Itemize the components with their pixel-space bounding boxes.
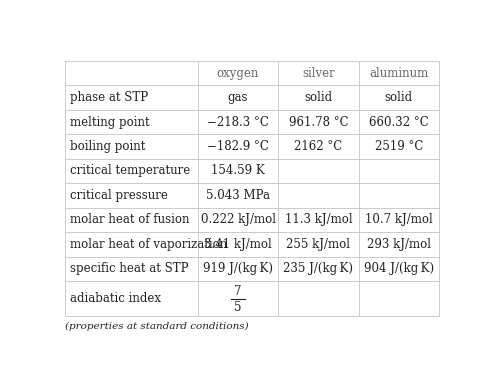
Text: 235 J/(kg K): 235 J/(kg K) — [284, 262, 353, 275]
Text: phase at STP: phase at STP — [70, 91, 147, 104]
Text: silver: silver — [302, 67, 335, 80]
Text: 660.32 °C: 660.32 °C — [369, 116, 429, 129]
Text: melting point: melting point — [70, 116, 149, 129]
Text: specific heat at STP: specific heat at STP — [70, 262, 188, 275]
Text: −182.9 °C: −182.9 °C — [207, 140, 269, 153]
Text: 3.41 kJ/mol: 3.41 kJ/mol — [204, 238, 272, 251]
Text: 255 kJ/mol: 255 kJ/mol — [287, 238, 350, 251]
Text: 293 kJ/mol: 293 kJ/mol — [367, 238, 431, 251]
Text: 7: 7 — [234, 285, 242, 298]
Text: solid: solid — [304, 91, 333, 104]
Text: aluminum: aluminum — [369, 67, 429, 80]
Text: gas: gas — [228, 91, 248, 104]
Text: −218.3 °C: −218.3 °C — [207, 116, 269, 129]
Text: 919 J/(kg K): 919 J/(kg K) — [203, 262, 273, 275]
Text: 154.59 K: 154.59 K — [211, 165, 265, 177]
Text: 5: 5 — [234, 301, 242, 314]
Text: molar heat of fusion: molar heat of fusion — [70, 213, 189, 226]
Text: adiabatic index: adiabatic index — [70, 292, 161, 305]
Text: critical pressure: critical pressure — [70, 189, 168, 202]
Text: boiling point: boiling point — [70, 140, 145, 153]
Text: 961.78 °C: 961.78 °C — [289, 116, 348, 129]
Text: 11.3 kJ/mol: 11.3 kJ/mol — [285, 213, 352, 226]
Text: 10.7 kJ/mol: 10.7 kJ/mol — [365, 213, 433, 226]
Text: molar heat of vaporization: molar heat of vaporization — [70, 238, 227, 251]
Text: 2519 °C: 2519 °C — [375, 140, 423, 153]
Text: 0.222 kJ/mol: 0.222 kJ/mol — [200, 213, 275, 226]
Text: critical temperature: critical temperature — [70, 165, 190, 177]
Text: 5.043 MPa: 5.043 MPa — [206, 189, 270, 202]
Text: 2162 °C: 2162 °C — [294, 140, 343, 153]
Text: solid: solid — [385, 91, 413, 104]
Text: (properties at standard conditions): (properties at standard conditions) — [65, 322, 248, 332]
Text: oxygen: oxygen — [217, 67, 259, 80]
Text: 904 J/(kg K): 904 J/(kg K) — [364, 262, 434, 275]
